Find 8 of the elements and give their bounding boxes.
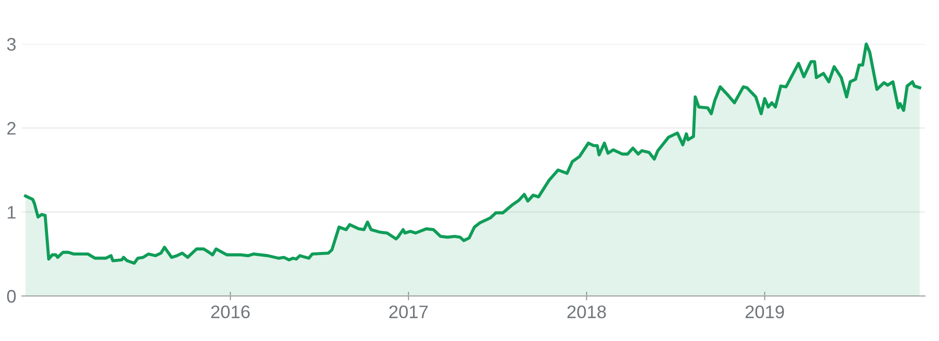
y-tick-label: 2	[7, 122, 16, 135]
y-tick-label: 3	[7, 38, 16, 51]
x-tick-label: 2018	[567, 306, 606, 318]
x-tick-label: 2019	[746, 306, 784, 318]
x-tick-label: 2016	[211, 306, 250, 318]
x-tick-label: 2017	[389, 306, 428, 318]
y-tick-label: 1	[8, 206, 16, 219]
y-tick-label: 0	[7, 290, 16, 303]
